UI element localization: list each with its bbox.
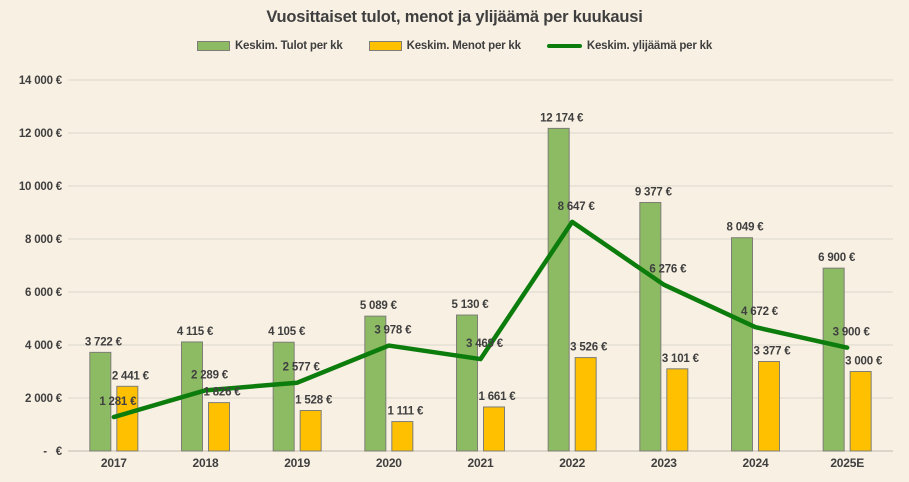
data-label-expense-2024: 3 377 € <box>754 346 792 358</box>
data-label-surplus-2022: 8 647 € <box>558 201 596 213</box>
x-axis-label-2023: 2023 <box>651 456 677 470</box>
data-label-surplus-2019: 2 577 € <box>283 362 321 374</box>
data-label-income-2022: 12 174 € <box>540 112 584 124</box>
x-axis-label-2025E: 2025E <box>830 456 864 470</box>
y-tick-label: 12 000 € <box>19 128 63 140</box>
legend-item-income: Keskim. Tulot per kk <box>196 40 343 52</box>
data-label-surplus-2018: 2 289 € <box>191 369 229 381</box>
bar-income-2019 <box>272 341 295 452</box>
bar-income-2017 <box>89 351 112 452</box>
data-label-expense-2017: 2 441 € <box>112 370 150 382</box>
x-axis-label-2024: 2024 <box>743 456 769 470</box>
bar-income-2022 <box>547 127 570 452</box>
data-label-income-2017: 3 722 € <box>85 336 123 348</box>
y-tick-label: 4 000 € <box>25 340 63 352</box>
data-label-expense-2023: 3 101 € <box>662 353 700 365</box>
data-label-expense-2019: 1 528 € <box>295 395 333 407</box>
data-label-income-2023: 9 377 € <box>635 187 673 199</box>
bar-income-2025E <box>822 267 845 452</box>
bar-expense-2021 <box>483 406 505 452</box>
data-label-expense-2020: 1 111 € <box>387 406 424 418</box>
bar-income-2023 <box>639 202 662 452</box>
data-label-surplus-2021: 3 469 € <box>466 338 504 350</box>
bar-expense-2025E <box>849 371 872 452</box>
legend-item-surplus: Keskim. ylijäämä per kk <box>546 40 713 52</box>
y-tick-label: - € <box>43 446 63 458</box>
data-label-income-2024: 8 049 € <box>727 222 765 234</box>
legend-label-income: Keskim. Tulot per kk <box>234 40 343 52</box>
y-tick-label: 6 000 € <box>25 287 63 299</box>
data-label-income-2018: 4 115 € <box>177 326 214 338</box>
bar-income-2021 <box>456 314 478 452</box>
x-axis-label-2018: 2018 <box>193 456 219 470</box>
data-label-expense-2022: 3 526 € <box>570 342 608 354</box>
data-label-surplus-2023: 6 276 € <box>649 264 687 276</box>
legend-label-expense: Keskim. Menot per kk <box>406 40 521 52</box>
bar-expense-2019 <box>299 410 322 452</box>
x-axis-label-2021: 2021 <box>468 456 494 470</box>
data-label-expense-2025E: 3 000 € <box>845 356 883 368</box>
data-label-surplus-2017: 1 281 € <box>99 396 137 408</box>
bar-expense-2018 <box>208 402 230 452</box>
x-axis-label-2022: 2022 <box>559 456 585 470</box>
chart-title: Vuosittaiset tulot, menot ja ylijäämä pe… <box>266 8 643 26</box>
x-axis-label-2017: 2017 <box>101 456 127 470</box>
data-label-income-2025E: 6 900 € <box>818 252 856 264</box>
x-axis-label-2019: 2019 <box>284 456 310 470</box>
data-label-surplus-2024: 4 672 € <box>741 306 779 318</box>
surplus-line-swatch-icon <box>546 43 582 49</box>
bar-expense-2017 <box>116 385 139 452</box>
legend-item-expense: Keskim. Menot per kk <box>368 40 521 52</box>
y-tick-label: 10 000 € <box>19 181 63 193</box>
bar-income-2024 <box>731 237 753 452</box>
data-label-income-2021: 5 130 € <box>452 299 490 311</box>
surplus-line <box>111 219 850 420</box>
chart-legend: Keskim. Tulot per kk Keskim. Menot per k… <box>0 40 909 52</box>
bar-expense-2020 <box>391 421 414 452</box>
y-tick-label: 8 000 € <box>25 234 63 246</box>
bar-expense-2024 <box>758 361 780 452</box>
data-label-expense-2021: 1 661 € <box>479 391 517 403</box>
x-axis-label-2020: 2020 <box>376 456 402 470</box>
data-label-surplus-2025E: 3 900 € <box>833 327 871 339</box>
bar-expense-2023 <box>666 368 689 452</box>
legend-label-surplus: Keskim. ylijäämä per kk <box>586 40 713 52</box>
expense-bar-swatch-icon <box>368 41 402 51</box>
y-tick-label: 14 000 € <box>19 75 63 87</box>
income-bar-swatch-icon <box>196 41 230 51</box>
y-tick-label: 2 000 € <box>25 393 63 405</box>
data-label-surplus-2020: 3 978 € <box>374 325 412 337</box>
data-label-income-2019: 4 105 € <box>268 326 306 338</box>
data-label-income-2020: 5 089 € <box>360 300 398 312</box>
bar-expense-2022 <box>574 357 597 452</box>
data-label-expense-2018: 1 826 € <box>204 387 242 399</box>
